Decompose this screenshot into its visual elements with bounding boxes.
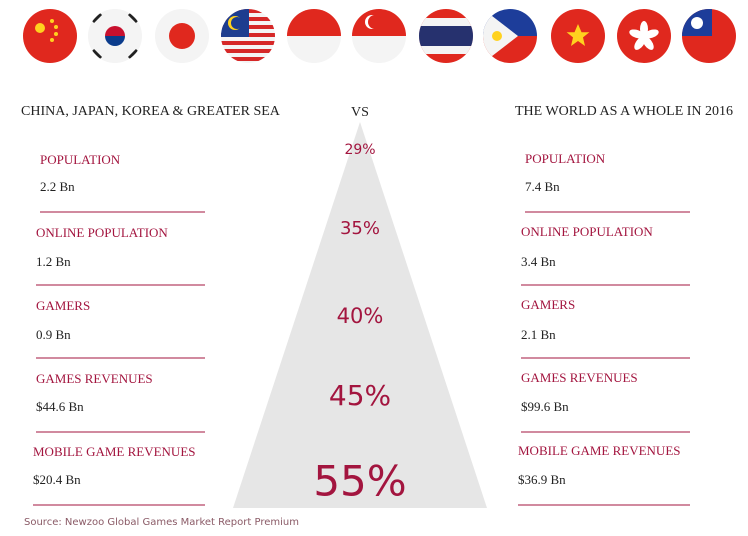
pyramid-percent: 35% [340,218,380,239]
row-label: POPULATION [525,151,606,166]
row-label: MOBILE GAME REVENUES [33,444,196,459]
row-value: 7.4 Bn [525,179,560,194]
row-label: ONLINE POPULATION [521,224,653,239]
row-label: GAMERS [521,297,575,312]
flag [352,9,406,63]
pyramid-percent: 40% [337,304,384,328]
flag [23,9,77,63]
row-label: POPULATION [40,152,121,167]
row-value: 0.9 Bn [36,327,71,342]
flag [483,9,537,63]
row-value: 2.2 Bn [40,179,75,194]
source: Source: Newzoo Global Games Market Repor… [24,517,299,528]
pyramid-percent: 55% [313,457,406,506]
flag [419,9,473,63]
flag [682,9,736,63]
flag [551,9,605,63]
row-value: 2.1 Bn [521,327,556,342]
row-label: MOBILE GAME REVENUES [518,443,681,458]
flag [617,9,671,63]
row-value: 1.2 Bn [36,254,71,269]
pyramid-percent: 45% [329,379,391,412]
flag [88,9,142,63]
right-title: THE WORLD AS A WHOLE IN 2016 [515,104,733,119]
row-label: GAMES REVENUES [521,370,638,385]
left-title: CHINA, JAPAN, KOREA & GREATER SEA [21,104,281,119]
vs-label: VS [351,105,369,120]
flag [155,9,209,63]
flag [221,9,275,63]
pyramid-percent: 29% [344,142,375,158]
row-label: GAMERS [36,298,90,313]
rows: POPULATION 2.2 Bn ONLINE POPULATION 1.2 Bn G… [33,142,690,506]
row-value: $36.9 Bn [518,472,566,487]
flag [287,9,341,63]
row-label: GAMES REVENUES [36,371,153,386]
row-value: 3.4 Bn [521,254,556,269]
pyramid [233,122,487,508]
row-value: $20.4 Bn [33,472,81,487]
flags [23,9,736,63]
row-value: $99.6 Bn [521,399,569,414]
row-value: $44.6 Bn [36,399,84,414]
row-label: ONLINE POPULATION [36,225,168,240]
